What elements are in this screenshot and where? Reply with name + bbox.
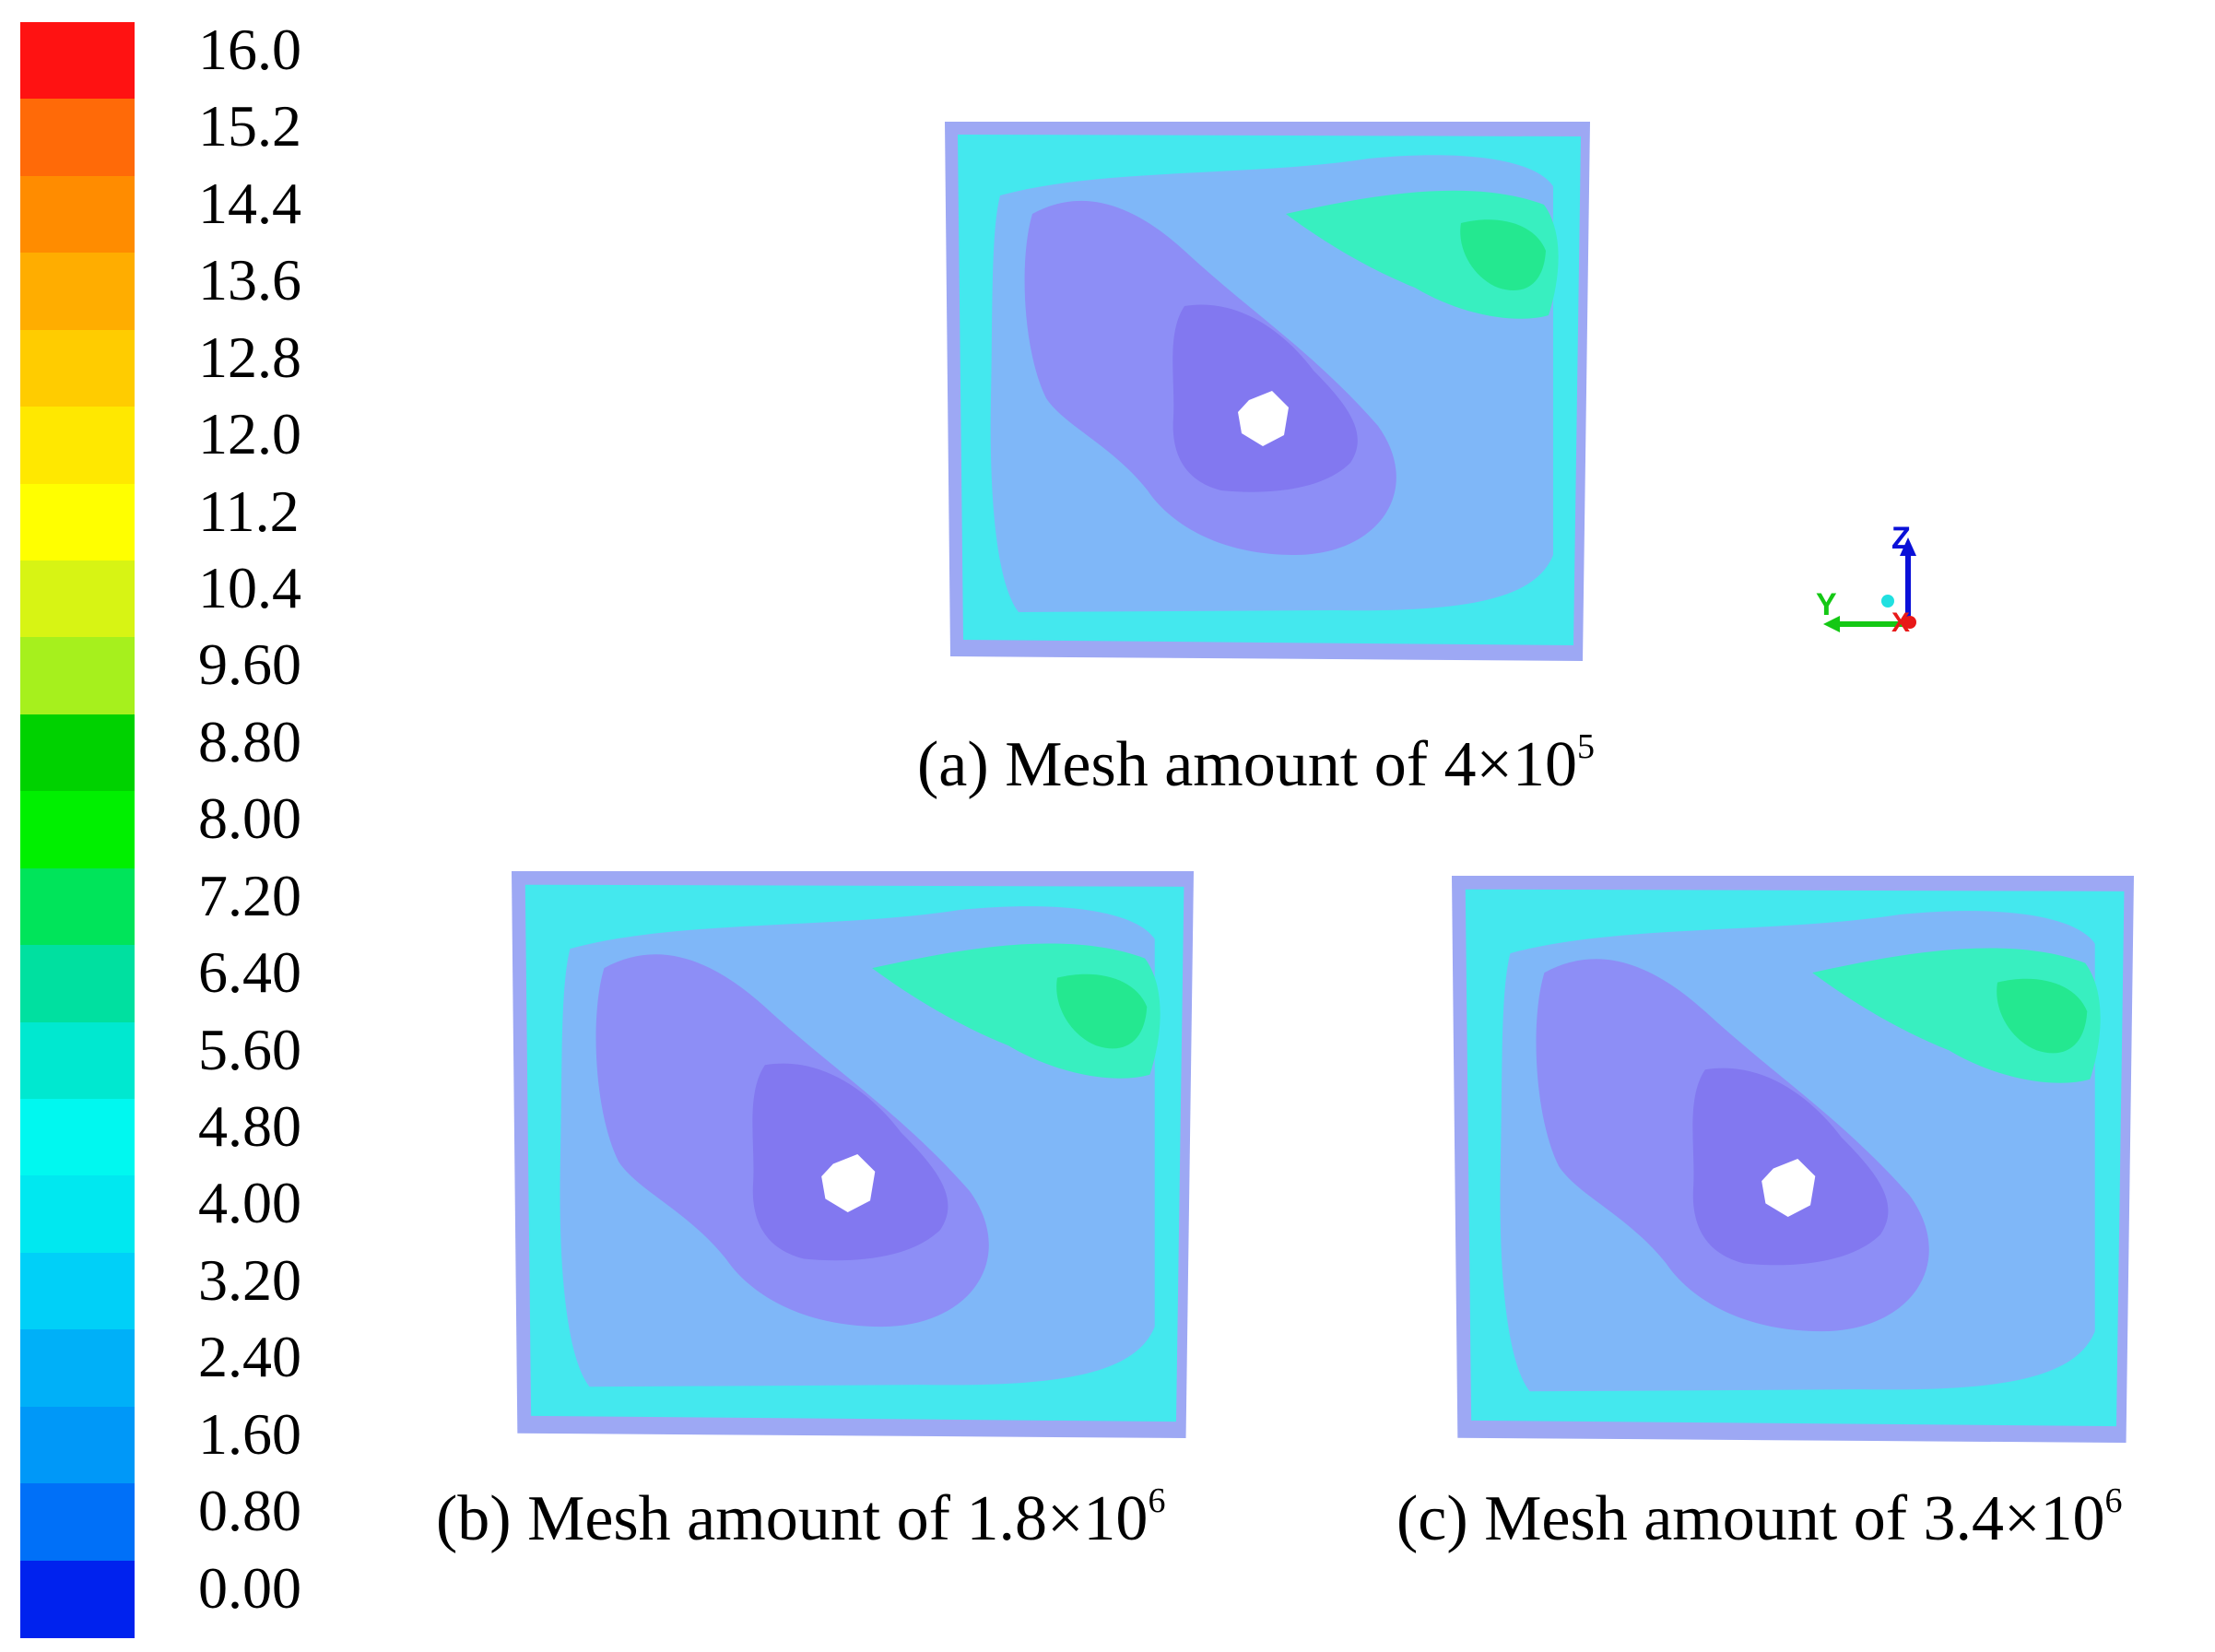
legend-swatch — [20, 1406, 135, 1485]
caption-a-text: (a) Mesh amount of 4×10 — [917, 729, 1577, 800]
legend-swatch — [20, 1021, 135, 1100]
z-axis-label: Z — [1891, 521, 1911, 556]
y-axis-arrowhead — [1823, 616, 1840, 632]
legend-tick-label: 8.80 — [198, 708, 301, 774]
origin-marker — [1881, 595, 1894, 608]
legend-tick-label: 13.6 — [198, 247, 301, 313]
caption-c-exponent: 6 — [2104, 1481, 2123, 1520]
legend-swatch — [20, 407, 135, 485]
legend-swatch — [20, 1175, 135, 1254]
legend-tick-label: 16.0 — [198, 17, 301, 82]
legend-swatch — [20, 1560, 135, 1638]
legend-swatch — [20, 1099, 135, 1177]
legend-swatch — [20, 945, 135, 1023]
legend-swatch — [20, 1329, 135, 1408]
legend-swatch — [20, 867, 135, 947]
legend-tick-label: 14.4 — [198, 170, 301, 236]
legend-swatch — [20, 175, 135, 254]
legend-swatch — [20, 791, 135, 869]
legend-swatch — [20, 1252, 135, 1331]
legend-swatch — [20, 253, 135, 331]
legend-tick-label: 6.40 — [198, 939, 301, 1006]
legend-tick-label: 8.00 — [198, 785, 301, 852]
caption-a-exponent: 5 — [1577, 727, 1595, 766]
legend-swatch — [20, 714, 135, 793]
legend-tick-label: 10.4 — [198, 555, 301, 620]
field-outlet-hole — [821, 1153, 876, 1213]
y-axis-label: Y — [1816, 587, 1837, 622]
legend-tick-label: 12.8 — [198, 324, 301, 390]
caption-a: (a) Mesh amount of 4×105 — [917, 728, 1595, 802]
legend-tick-label: 12.0 — [198, 401, 301, 467]
legend-tick-label: 7.20 — [198, 862, 301, 928]
x-axis-dot — [1903, 616, 1916, 629]
color-legend-bar — [20, 22, 135, 1638]
caption-c: (c) Mesh amount of 3.4×106 — [1396, 1482, 2123, 1556]
caption-b: (b) Mesh amount of 1.8×106 — [436, 1482, 1165, 1556]
legend-tick-label: 15.2 — [198, 93, 301, 159]
caption-b-exponent: 6 — [1148, 1481, 1166, 1520]
field-peak-zone — [1056, 974, 1148, 1049]
legend-tick-label: 1.60 — [198, 1400, 301, 1467]
contour-panel-a — [945, 122, 1590, 661]
field-outlet-hole — [1238, 391, 1289, 446]
contour-panel-c — [1452, 876, 2134, 1443]
legend-tick-label: 5.60 — [198, 1016, 301, 1082]
legend-swatch — [20, 560, 135, 639]
legend-tick-label: 9.60 — [198, 631, 301, 698]
legend-swatch — [20, 637, 135, 715]
legend-tick-label: 0.00 — [198, 1554, 301, 1621]
caption-b-text: (b) Mesh amount of 1.8×10 — [436, 1483, 1149, 1554]
legend-swatch — [20, 22, 135, 100]
z-axis-arrowhead — [1900, 537, 1916, 556]
contour-panel-b — [512, 871, 1194, 1438]
field-peak-zone — [1997, 978, 2088, 1054]
legend-tick-label: 2.40 — [198, 1324, 301, 1390]
legend-swatch — [20, 99, 135, 177]
field-outlet-hole — [1761, 1158, 1816, 1218]
legend-tick-label: 11.2 — [198, 478, 300, 544]
axis-triad: Z Y X — [1816, 521, 1916, 638]
legend-tick-label: 0.80 — [198, 1478, 301, 1544]
legend-tick-label: 4.00 — [198, 1170, 301, 1236]
legend-swatch — [20, 1483, 135, 1562]
legend-swatch — [20, 483, 135, 561]
legend-tick-label: 4.80 — [198, 1093, 301, 1159]
field-peak-zone — [1460, 219, 1546, 291]
x-axis-label: X — [1891, 608, 1910, 638]
caption-c-text: (c) Mesh amount of 3.4×10 — [1396, 1483, 2105, 1554]
legend-swatch — [20, 329, 135, 408]
legend-tick-label: 3.20 — [198, 1246, 301, 1313]
